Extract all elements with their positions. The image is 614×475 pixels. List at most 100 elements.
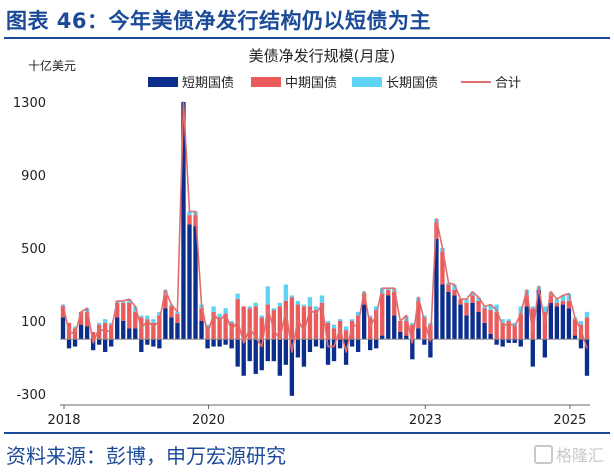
bar-short bbox=[235, 339, 240, 367]
bar-long bbox=[542, 306, 547, 312]
bar-mid bbox=[265, 304, 270, 340]
bar-long bbox=[476, 297, 481, 301]
bar-long bbox=[157, 311, 162, 316]
bar-short bbox=[205, 339, 210, 349]
bar-mid bbox=[247, 308, 252, 340]
bar-mid bbox=[542, 311, 547, 340]
bar-short bbox=[560, 304, 566, 340]
bar-long bbox=[428, 322, 433, 325]
y-tick-label: 900 bbox=[21, 169, 46, 184]
bar-mid bbox=[476, 300, 481, 312]
bar-mid bbox=[253, 306, 258, 340]
bar-long bbox=[530, 306, 535, 309]
bar-mid bbox=[404, 321, 409, 336]
bar-short bbox=[434, 238, 439, 340]
bar-short bbox=[271, 339, 276, 362]
bar-mid bbox=[368, 317, 373, 340]
bar-short bbox=[464, 315, 469, 340]
bar-mid bbox=[386, 289, 391, 296]
bar-short bbox=[380, 335, 385, 340]
bar-mid bbox=[488, 310, 493, 334]
bar-mid bbox=[518, 313, 523, 340]
bar-short bbox=[536, 289, 541, 340]
bar-long bbox=[494, 304, 499, 312]
watermark: 格隆汇 bbox=[533, 442, 604, 466]
bar-mid bbox=[374, 310, 379, 340]
bar-short bbox=[386, 295, 391, 340]
bar-mid bbox=[512, 326, 517, 340]
bar-short bbox=[66, 339, 72, 349]
bar-mid bbox=[548, 295, 554, 303]
bar-long bbox=[259, 315, 264, 318]
watermark-logo-icon bbox=[533, 445, 553, 464]
bar-short bbox=[512, 339, 517, 343]
bar-long bbox=[151, 319, 156, 323]
bar-short bbox=[241, 339, 246, 376]
bar-short bbox=[572, 335, 578, 340]
x-tick-label: 2025 bbox=[553, 413, 586, 428]
bar-short bbox=[145, 339, 150, 345]
bar-mid bbox=[452, 289, 457, 296]
bar-mid bbox=[115, 302, 120, 318]
bar-long bbox=[410, 322, 415, 325]
bar-short bbox=[199, 321, 204, 340]
bar-short bbox=[446, 291, 451, 340]
bar-mid bbox=[175, 313, 180, 323]
source-rule bbox=[4, 432, 610, 434]
bar-mid bbox=[301, 306, 307, 340]
bar-mid bbox=[566, 300, 572, 309]
bar-long bbox=[349, 319, 355, 321]
bar-short bbox=[361, 304, 367, 340]
bar-long bbox=[295, 300, 301, 305]
bar-short bbox=[60, 317, 66, 340]
bar-mid bbox=[325, 322, 331, 340]
bar-long bbox=[127, 299, 132, 303]
bar-short bbox=[476, 311, 481, 340]
bar-mid bbox=[78, 311, 84, 325]
bar-mid bbox=[217, 317, 222, 340]
y-tick-label: 100 bbox=[21, 315, 46, 330]
bar-long bbox=[355, 311, 361, 316]
source-note: 资料来源：彭博，申万宏源研究 bbox=[6, 444, 286, 468]
bar-long bbox=[482, 306, 487, 309]
bar-mid bbox=[530, 308, 535, 340]
bar-long bbox=[343, 326, 349, 331]
bar-mid bbox=[554, 302, 560, 307]
bar-long bbox=[235, 293, 240, 300]
y-axis: -300 100 500 900 1300 bbox=[13, 96, 46, 403]
bar-mid bbox=[211, 311, 216, 340]
chart: 美债净发行规模(月度) 十亿美元 短期国债 中期国债 长期国债 合计 -300 100 5… bbox=[13, 47, 590, 428]
bar-mid bbox=[60, 306, 66, 318]
bar-mid bbox=[560, 300, 566, 305]
bar-short bbox=[259, 339, 264, 371]
series-line-total bbox=[62, 101, 588, 353]
bar-mid bbox=[109, 324, 114, 340]
bar-short bbox=[452, 295, 457, 340]
bar-long bbox=[584, 311, 590, 318]
bar-short bbox=[72, 339, 78, 347]
bar-mid bbox=[133, 311, 138, 329]
bar-mid bbox=[506, 321, 511, 340]
y-axis-unit: 十亿美元 bbox=[28, 58, 76, 73]
bar-long bbox=[446, 282, 451, 285]
bar-mid bbox=[349, 321, 355, 340]
bar-mid bbox=[398, 321, 403, 332]
bar-long bbox=[121, 300, 126, 303]
bar-short bbox=[175, 322, 180, 340]
bar-mid bbox=[313, 310, 319, 340]
bar-long bbox=[277, 302, 282, 307]
bar-short bbox=[193, 226, 198, 340]
bar-long bbox=[145, 315, 150, 320]
bar-long bbox=[103, 319, 108, 323]
bar-short bbox=[223, 339, 228, 345]
bar-short bbox=[518, 339, 523, 347]
bar-short bbox=[368, 339, 373, 351]
bar-short bbox=[506, 339, 511, 343]
bar-mid bbox=[572, 319, 578, 336]
bar-short bbox=[301, 339, 307, 367]
figure-title: 图表 46：今年美债净发行结构仍以短债为主 bbox=[6, 9, 432, 33]
bar-mid bbox=[500, 322, 505, 340]
bar-long bbox=[271, 308, 276, 311]
bar-mid bbox=[163, 295, 168, 309]
bar-long bbox=[72, 326, 78, 329]
